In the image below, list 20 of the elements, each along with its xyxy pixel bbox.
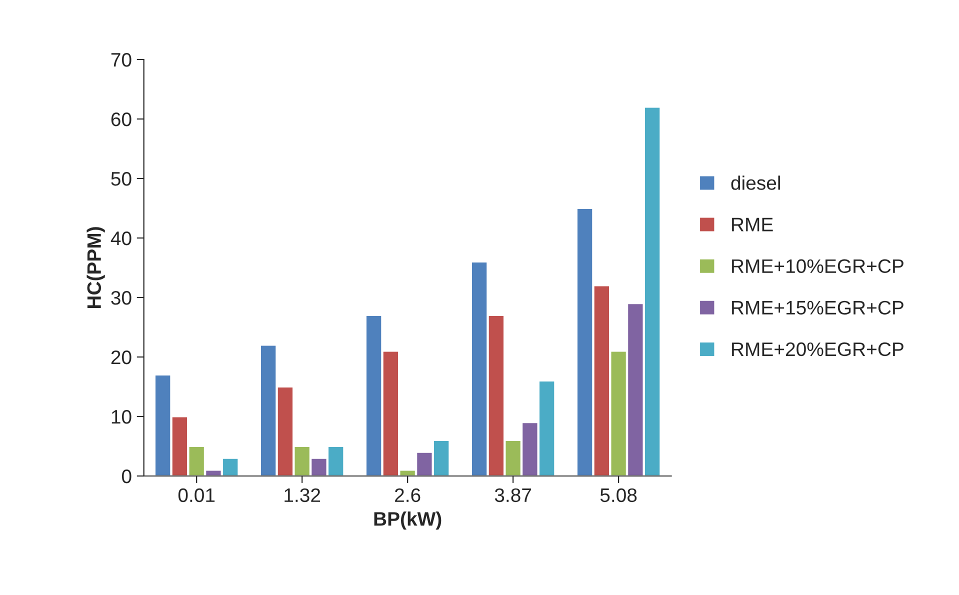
x-tick-label: 0.01 [178, 488, 215, 502]
x-tick-label: 3.87 [494, 488, 532, 502]
legend-label: diesel [731, 176, 780, 190]
x-tick-label: 5.08 [600, 488, 637, 502]
y-tick-label: 40 [110, 231, 132, 246]
y-tick-label: 10 [112, 410, 132, 424]
x-axis-title: BP(kW) [374, 511, 442, 530]
y-tick-label: 60 [111, 112, 132, 126]
x-tick-label: 1.32 [284, 488, 320, 502]
x-tick-label: 2.6 [395, 488, 420, 502]
y-tick-label: 20 [111, 350, 132, 364]
legend-label: RME+15%EGR+CP [732, 300, 904, 315]
legend-label: RME [732, 218, 773, 232]
y-tick-label: 30 [111, 290, 132, 305]
y-tick-label: 0 [122, 469, 132, 484]
y-tick-label: 50 [111, 172, 132, 186]
legend-label: RME+20%EGR+CP [732, 342, 904, 356]
legend-label: RME+10%EGR+CP [732, 259, 904, 274]
y-tick-label: 70 [111, 52, 132, 67]
y-axis-title: HC(PPM) [86, 227, 105, 308]
